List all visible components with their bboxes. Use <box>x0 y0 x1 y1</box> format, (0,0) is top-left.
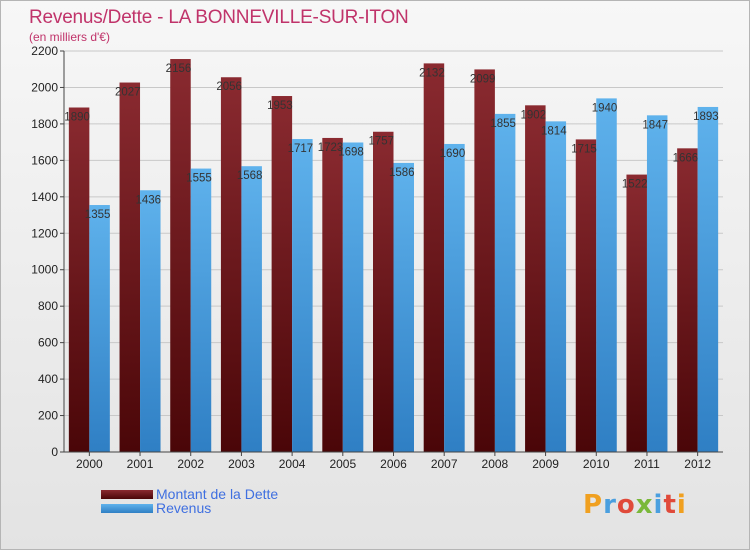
bar-debt <box>373 131 394 452</box>
logo-letter: r <box>603 490 617 520</box>
bar-debt <box>423 63 445 453</box>
x-tick-label: 2010 <box>583 457 610 471</box>
bar-revenue <box>596 98 617 453</box>
y-tick-label: 800 <box>38 299 58 313</box>
bar-debt <box>474 69 495 452</box>
bar-debt <box>119 82 141 453</box>
value-label: 1355 <box>85 209 111 221</box>
logo-letter: x <box>635 490 654 520</box>
bar-revenue <box>190 168 212 452</box>
value-label: 2027 <box>115 87 141 99</box>
y-tick-label: 1800 <box>31 117 58 131</box>
value-label: 2056 <box>216 81 242 93</box>
x-tick-label: 2006 <box>380 457 407 471</box>
value-label: 2156 <box>166 63 192 75</box>
x-tick-label: 2009 <box>532 457 559 471</box>
y-tick-label: 1400 <box>31 190 58 204</box>
x-tick-label: 2011 <box>634 457 660 471</box>
value-label: 1855 <box>490 118 516 130</box>
legend-label-debt: Montant de la Dette <box>156 486 279 502</box>
y-tick-label: 2000 <box>31 80 58 94</box>
x-tick-label: 2008 <box>482 457 509 471</box>
legend-swatch-revenue <box>101 503 153 513</box>
bar-revenue <box>545 121 567 452</box>
value-label: 1723 <box>318 142 344 154</box>
bar-debt <box>271 96 293 452</box>
x-tick-label: 2001 <box>127 457 154 471</box>
bars <box>68 59 719 453</box>
value-label: 1698 <box>338 147 364 159</box>
value-label: 1757 <box>368 136 394 148</box>
bar-debt <box>68 107 90 452</box>
legend-label-revenue: Revenus <box>156 500 212 516</box>
value-label: 1666 <box>673 152 699 164</box>
legend-item-debt: Montant de la Dette <box>101 486 279 502</box>
x-tick-label: 2003 <box>228 457 255 471</box>
logo-letter: i <box>676 490 687 520</box>
value-label: 1586 <box>389 167 415 179</box>
bar-revenue <box>140 190 161 453</box>
y-tick-label: 200 <box>38 409 58 423</box>
legend-item-revenue: Revenus <box>101 500 278 516</box>
value-label: 1847 <box>642 119 668 131</box>
y-tick-label: 1600 <box>31 153 58 167</box>
axes: 0 200 400 600 800 1000 1200 1400 1600 1800 2000 220… <box>31 44 723 471</box>
value-label: 1893 <box>693 111 719 123</box>
bar-debt <box>626 174 647 452</box>
y-tick-label: 1200 <box>31 226 58 240</box>
x-tick-label: 2007 <box>431 457 458 471</box>
bar-revenue <box>342 142 364 452</box>
x-tick-label: 2005 <box>329 457 356 471</box>
bar-debt <box>170 59 191 453</box>
value-label: 1690 <box>440 148 466 160</box>
proxiti-logo: Proxiti <box>583 490 687 520</box>
legend: Montant de la Dette Revenus <box>101 486 279 516</box>
logo-letter: t <box>663 490 677 520</box>
x-tick-label: 2004 <box>279 457 306 471</box>
value-label: 2132 <box>419 67 445 79</box>
bar-revenue <box>697 106 719 452</box>
logo-letter: o <box>616 490 636 520</box>
y-tick-label: 2200 <box>31 44 58 58</box>
chart-title: Revenus/Dette - LA BONNEVILLE-SUR-ITON <box>29 7 409 28</box>
value-label: 1890 <box>64 112 90 124</box>
value-label: 1902 <box>521 109 547 121</box>
value-label: 1715 <box>571 143 597 155</box>
chart-subtitle: (en milliers d'€) <box>29 30 110 44</box>
y-tick-label: 0 <box>51 445 58 459</box>
bar-revenue <box>646 115 668 452</box>
value-label: 1568 <box>237 170 263 182</box>
y-tick-label: 600 <box>38 336 58 350</box>
y-tick-label: 400 <box>38 372 58 386</box>
value-label: 1555 <box>186 173 212 185</box>
x-tick-label: 2000 <box>76 457 103 471</box>
x-tick-label: 2012 <box>684 457 711 471</box>
y-tick-label: 1000 <box>31 263 58 277</box>
logo-letter: i <box>653 490 664 520</box>
bar-debt <box>575 139 597 452</box>
value-labels: 1890 1355 2027 1436 2156 1555 2056 1568 1953 1717… <box>64 63 718 221</box>
bar-debt <box>525 105 546 453</box>
value-label: 1717 <box>288 143 314 155</box>
bar-debt <box>220 77 242 452</box>
bar-revenue <box>89 205 110 452</box>
bar-revenue <box>241 166 262 453</box>
bar-debt <box>677 148 698 453</box>
bar-revenue <box>393 162 414 452</box>
bar-revenue <box>494 113 516 452</box>
value-label: 2099 <box>470 73 496 85</box>
value-label: 1436 <box>135 194 161 206</box>
value-label: 1940 <box>592 102 618 114</box>
logo-letter: P <box>583 490 604 520</box>
bar-revenue <box>292 139 313 452</box>
bar-debt <box>322 137 343 452</box>
value-label: 1814 <box>541 125 567 137</box>
value-label: 1953 <box>267 100 293 112</box>
value-label: 1522 <box>622 179 648 191</box>
x-tick-label: 2002 <box>177 457 204 471</box>
bar-revenue <box>444 143 465 452</box>
legend-swatch-debt <box>101 489 153 499</box>
